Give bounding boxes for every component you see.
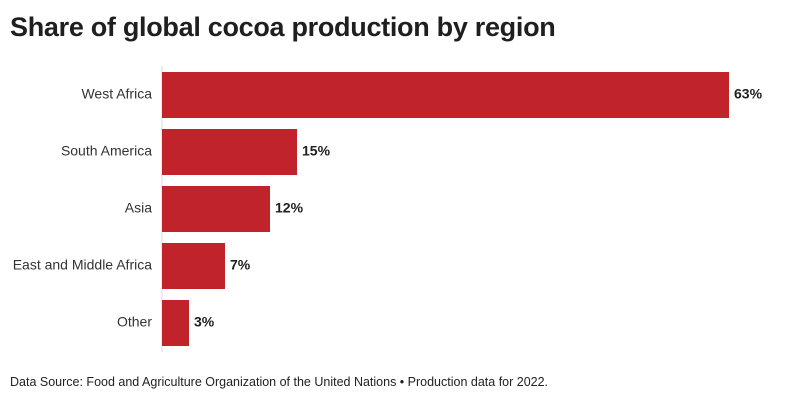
bar-south-america	[162, 129, 297, 175]
value-label: 63%	[734, 86, 763, 102]
value-label: 15%	[302, 143, 331, 159]
value-label: 7%	[230, 257, 251, 273]
value-label: 3%	[194, 314, 215, 330]
category-label: Other	[117, 314, 152, 330]
bar-other	[162, 300, 189, 346]
bar-east-and-middle-africa	[162, 243, 225, 289]
category-label: South America	[61, 143, 152, 159]
bar-asia	[162, 186, 270, 232]
bar-west-africa	[162, 72, 729, 118]
category-label: East and Middle Africa	[13, 257, 153, 273]
bars-group: West Africa 63% South America 15% Asia 12% Eas…	[13, 72, 763, 346]
chart-title: Share of global cocoa production by regi…	[10, 12, 556, 42]
value-label: 12%	[275, 200, 304, 216]
category-label: West Africa	[81, 86, 152, 102]
category-label: Asia	[125, 200, 152, 216]
source-note: Data Source: Food and Agriculture Organi…	[10, 375, 549, 389]
